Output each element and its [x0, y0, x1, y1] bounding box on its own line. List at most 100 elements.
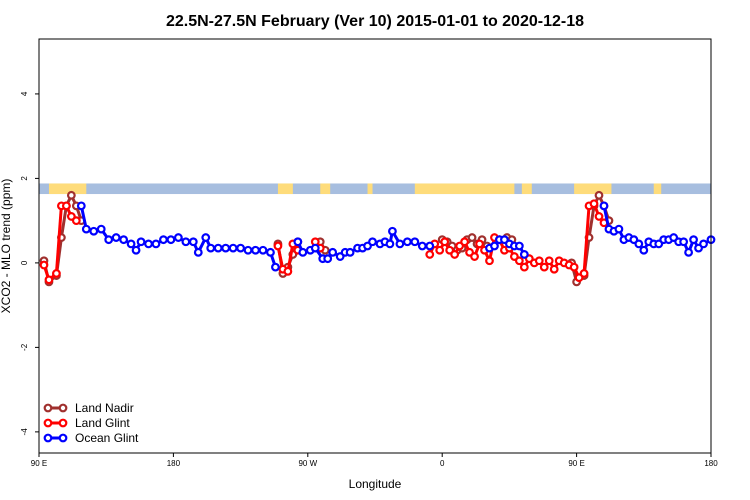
ocean-glint-point — [193, 247, 203, 257]
land-glint-segment — [582, 205, 591, 274]
land-glint-point — [61, 201, 71, 211]
ocean-glint-point — [151, 239, 161, 249]
ocean-glint-point — [104, 235, 114, 245]
map-strip-land — [277, 183, 293, 195]
y-tick-label: 4 — [20, 91, 29, 96]
ocean-glint-point — [213, 243, 223, 253]
ocean-glint-point — [614, 224, 624, 234]
ocean-glint-point — [684, 247, 693, 257]
series-ocean-glint — [76, 201, 716, 272]
map-strip-land — [367, 183, 373, 195]
ocean-glint-point — [310, 243, 320, 253]
y-tick-label: -2 — [20, 343, 29, 351]
y-tick-label: 0 — [20, 260, 29, 265]
ocean-glint-point — [144, 239, 153, 249]
ocean-glint-point — [395, 239, 405, 249]
legend-item-ocean-glint: Ocean Glint — [43, 431, 139, 445]
map-strip-land — [320, 183, 331, 195]
y-tick-label: 2 — [20, 176, 29, 181]
land-glint-point — [594, 212, 604, 221]
land-nadir-point — [594, 190, 604, 200]
map-strip-land — [574, 183, 612, 195]
ocean-glint-point — [221, 243, 231, 253]
map-strip-ocean — [39, 183, 711, 195]
legend-label: Land Nadir — [75, 401, 134, 415]
ocean-glint-point — [228, 243, 238, 253]
land-glint-point — [470, 252, 479, 261]
legend-label: Ocean Glint — [75, 431, 139, 445]
land-glint-point — [519, 262, 529, 272]
ocean-glint-point — [258, 245, 268, 255]
legend-marker — [43, 403, 53, 413]
ocean-glint-point — [639, 245, 649, 255]
ocean-glint-point — [634, 239, 644, 249]
ocean-glint-point — [166, 235, 176, 245]
land-glint-point — [589, 199, 599, 209]
ocean-glint-point — [519, 250, 529, 259]
ocean-glint-point — [136, 237, 146, 247]
land-glint-point — [52, 269, 61, 278]
ocean-glint-point — [266, 247, 275, 257]
ocean-glint-point — [368, 237, 377, 247]
land-glint-segment — [286, 243, 295, 272]
ocean-glint-point — [181, 237, 191, 247]
y-axis-label: XCO2 - MLO trend (ppm) — [0, 179, 13, 314]
map-strip-land — [414, 183, 515, 195]
legend-item-land-nadir: Land Nadir — [43, 401, 134, 415]
x-tick-label: 90 W — [298, 459, 317, 468]
legend-label: Land Glint — [75, 416, 130, 430]
land-glint-point — [544, 256, 554, 266]
ocean-glint-point — [385, 239, 395, 249]
ocean-glint-point — [188, 237, 198, 247]
ocean-glint-point — [81, 224, 91, 234]
ocean-glint-point — [76, 201, 86, 211]
ocean-glint-point — [402, 237, 412, 247]
ocean-glint-point — [271, 262, 280, 272]
ocean-glint-point — [388, 226, 397, 236]
x-tick-label: 90 E — [31, 459, 47, 468]
land-nadir-point — [66, 190, 76, 200]
ocean-glint-point — [206, 243, 216, 253]
land-glint-segment — [54, 205, 63, 274]
x-tick-label: 180 — [167, 459, 181, 468]
x-tick-label: 180 — [704, 459, 718, 468]
ocean-glint-point — [243, 245, 253, 255]
ocean-glint-point — [689, 235, 698, 245]
legend-item-land-glint: Land Glint — [43, 416, 130, 430]
ocean-glint-point — [111, 233, 121, 242]
ocean-glint-point — [126, 239, 136, 249]
ocean-glint-point — [410, 237, 420, 247]
ocean-glint-point — [514, 241, 524, 251]
legend-marker — [43, 418, 53, 428]
y-tick-label: -4 — [20, 428, 29, 436]
land-glint-point — [283, 266, 293, 276]
ocean-glint-point — [159, 235, 168, 245]
x-tick-label: 0 — [440, 459, 445, 468]
ocean-glint-point — [236, 243, 246, 253]
ocean-glint-point — [173, 233, 183, 242]
ocean-glint-point — [131, 245, 141, 255]
ocean-glint-point — [679, 237, 689, 247]
ocean-glint-point — [89, 226, 99, 236]
map-strip-land — [48, 183, 87, 195]
land-glint-point — [485, 256, 494, 266]
ocean-glint-point — [425, 241, 435, 251]
ocean-glint-point — [293, 237, 303, 247]
map-strip — [39, 183, 711, 195]
legend-marker — [43, 433, 53, 443]
plot-frame — [38, 38, 712, 454]
land-nadir-segment — [59, 205, 68, 238]
x-axis-label: Longitude — [349, 477, 402, 491]
legend-marker — [58, 418, 68, 428]
map-strip-land — [521, 183, 532, 195]
land-glint-point — [534, 256, 544, 266]
x-tick-label: 90 E — [568, 459, 584, 468]
y-axis: -4 -2 0 2 4 — [20, 91, 39, 435]
land-glint-point — [450, 250, 460, 259]
ocean-glint-point — [417, 241, 427, 251]
x-axis: 90 E 180 90 W 0 90 E 180 — [31, 453, 718, 468]
land-glint-point — [425, 250, 435, 259]
ocean-glint-point — [699, 239, 708, 249]
land-glint-point — [273, 241, 283, 251]
